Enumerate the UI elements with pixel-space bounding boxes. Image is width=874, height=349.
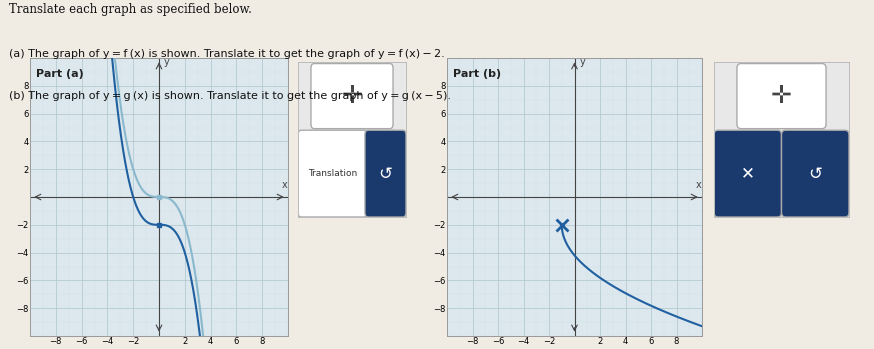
Text: Translate each graph as specified below.: Translate each graph as specified below. bbox=[9, 3, 252, 16]
FancyBboxPatch shape bbox=[365, 130, 406, 217]
FancyBboxPatch shape bbox=[714, 130, 781, 217]
FancyBboxPatch shape bbox=[781, 130, 849, 217]
Text: y: y bbox=[164, 57, 170, 67]
Text: ✛: ✛ bbox=[771, 84, 792, 108]
Text: ↺: ↺ bbox=[808, 165, 822, 183]
FancyBboxPatch shape bbox=[311, 64, 393, 129]
Text: y: y bbox=[579, 57, 586, 67]
FancyBboxPatch shape bbox=[298, 130, 367, 217]
Text: x: x bbox=[696, 180, 701, 190]
Text: Translation: Translation bbox=[308, 169, 357, 178]
Text: ↺: ↺ bbox=[378, 165, 392, 183]
Text: ✕: ✕ bbox=[741, 165, 754, 183]
Text: (a) The graph of y = f (x) is shown. Translate it to get the graph of y = f (x) : (a) The graph of y = f (x) is shown. Tra… bbox=[9, 49, 445, 59]
Text: x: x bbox=[281, 180, 287, 190]
Text: Part (a): Part (a) bbox=[37, 69, 84, 79]
Text: ✛: ✛ bbox=[342, 84, 363, 108]
FancyBboxPatch shape bbox=[737, 64, 826, 129]
Text: Part (b): Part (b) bbox=[454, 69, 502, 79]
Text: (b) The graph of y = g (x) is shown. Translate it to get the graph of y = g (x −: (b) The graph of y = g (x) is shown. Tra… bbox=[9, 91, 451, 101]
